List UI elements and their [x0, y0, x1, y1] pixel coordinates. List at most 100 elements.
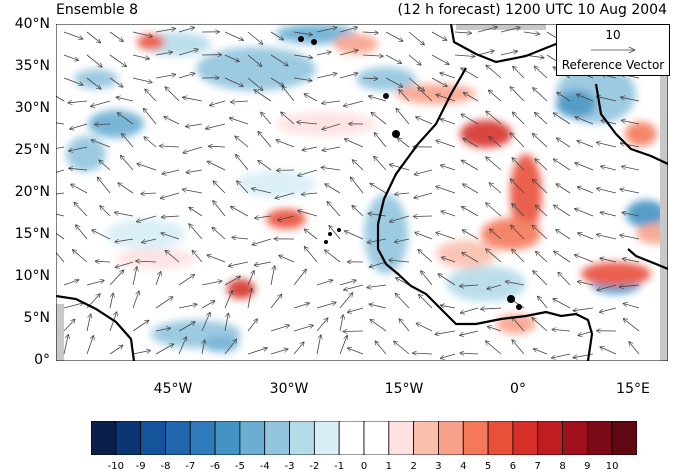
wind-vector [133, 267, 137, 285]
wind-vector [374, 157, 386, 171]
wind-vector [279, 256, 294, 263]
wind-vector [398, 138, 409, 147]
wind-vector [415, 232, 432, 239]
wind-vector [64, 335, 68, 354]
wind-vector [575, 163, 593, 170]
wind-vector [552, 354, 570, 358]
wind-vector [435, 331, 455, 334]
wind-vector [363, 32, 378, 33]
wind-vector [345, 231, 363, 239]
lat-label-40n: 40°N [0, 16, 50, 32]
lon-label-0: 0° [510, 381, 526, 397]
wind-vector [414, 193, 432, 198]
wind-vector [395, 294, 409, 309]
wind-vector [115, 213, 133, 217]
colorbar-swatch [438, 421, 463, 455]
wind-vector [110, 270, 124, 285]
wind-vector [186, 124, 202, 127]
wind-vector [87, 281, 104, 286]
wind-vector [229, 262, 248, 266]
wind-vector [202, 301, 215, 308]
wind-vector [212, 228, 225, 239]
wind-vector [156, 344, 173, 354]
colorbar-tick-label: 7 [535, 461, 541, 472]
wind-vector [294, 270, 306, 286]
land-mask-top [456, 24, 546, 30]
wind-vector [597, 235, 616, 240]
wind-vector [325, 184, 340, 193]
wind-vector [553, 329, 571, 331]
wind-vector [96, 261, 110, 262]
wind-vector [624, 304, 640, 309]
colorbar-tick-label: 6 [510, 461, 516, 472]
wind-vector [578, 187, 593, 193]
wind-vector [248, 32, 262, 44]
colorbar-tick-label: 4 [460, 461, 466, 472]
wind-vector [189, 224, 202, 239]
wind-vector [534, 349, 547, 354]
wind-vector [344, 101, 363, 106]
colorbar-tick-label: 10 [606, 461, 619, 472]
wind-vector [340, 315, 343, 331]
lat-label-10n: 10°N [0, 268, 50, 284]
wind-vector [276, 140, 294, 147]
wind-vector [538, 296, 547, 308]
wind-vector [110, 294, 113, 309]
wind-vector [225, 32, 243, 40]
wind-vector [64, 32, 83, 39]
reference-arrow-icon [557, 40, 669, 60]
lon-label-30w: 30°W [270, 381, 309, 397]
wind-vector [317, 335, 321, 354]
wind-vector [340, 73, 358, 78]
wind-vector [461, 114, 478, 124]
wind-vector [352, 206, 363, 216]
lon-label-45w: 45°W [154, 381, 193, 397]
colorbar-tick-label: -6 [210, 461, 220, 472]
wind-vector [179, 73, 195, 78]
lat-label-20n: 20°N [0, 184, 50, 200]
wind-vector [156, 75, 175, 79]
wind-vector [231, 101, 248, 102]
wind-vector [317, 74, 337, 79]
wind-vector [304, 94, 317, 101]
lat-label-35n: 35°N [0, 58, 50, 74]
wind-vector [486, 157, 501, 170]
wind-vector [133, 291, 139, 308]
colorbar-tick-label: -5 [235, 461, 245, 472]
wind-vector [533, 88, 547, 101]
lat-label-30n: 30°N [0, 100, 50, 116]
wind-vector [294, 342, 304, 354]
wind-vector [622, 120, 639, 124]
wind-vector [133, 351, 150, 355]
wind-vector [455, 55, 475, 57]
wind-vector [510, 87, 524, 101]
wind-vector [183, 189, 202, 193]
wind-vector [575, 255, 593, 262]
wind-vector [441, 165, 455, 170]
wind-vector [623, 259, 639, 262]
wind-vector [56, 121, 64, 124]
wind-vector [189, 208, 202, 217]
wind-vector [91, 101, 110, 106]
wind-vector [601, 212, 617, 216]
wind-vector [455, 32, 471, 33]
wind-vector [271, 349, 288, 354]
wind-vector [553, 299, 570, 308]
wind-vector [409, 32, 424, 45]
wind-vector [348, 348, 363, 354]
lon-label-15e: 15°E [616, 381, 650, 397]
wind-vector [348, 308, 363, 312]
colorbar-swatch [91, 421, 116, 455]
wind-vector [343, 331, 363, 332]
wind-vector [432, 32, 447, 40]
wind-vector [202, 281, 222, 285]
wind-vector [629, 342, 639, 354]
wind-vector [461, 308, 478, 313]
wind-vector [100, 206, 110, 216]
wind-vector [261, 112, 271, 124]
wind-vector [179, 304, 197, 308]
colorbar-tick-label: -9 [136, 461, 146, 472]
wind-vector [179, 28, 194, 33]
wind-vector [600, 308, 616, 312]
wind-vector [141, 193, 156, 194]
